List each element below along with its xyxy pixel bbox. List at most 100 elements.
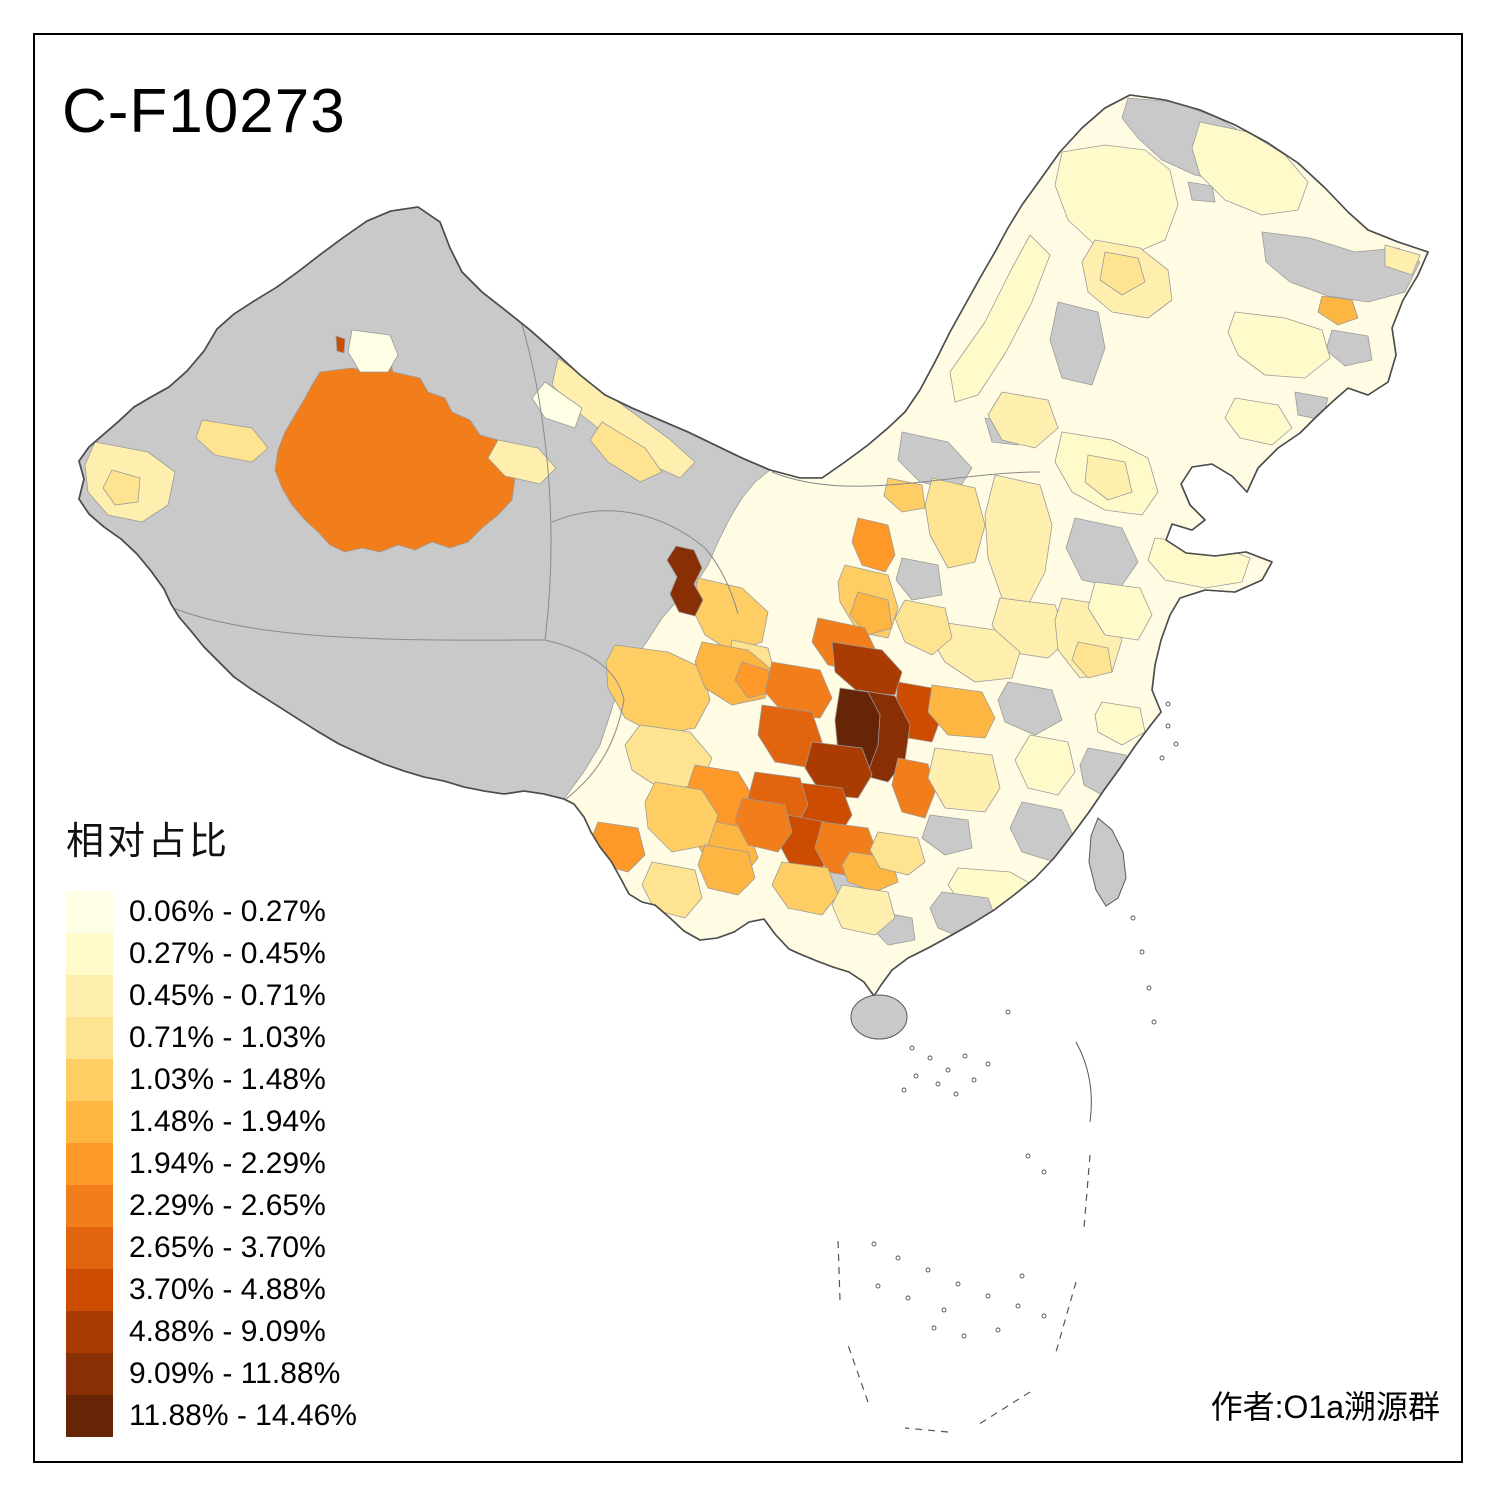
legend-swatch bbox=[66, 1395, 113, 1437]
prefecture-region bbox=[927, 684, 996, 739]
prefecture-region bbox=[1191, 121, 1309, 216]
province-border-line bbox=[167, 605, 546, 641]
province-border-line bbox=[551, 510, 739, 615]
prefecture-region bbox=[697, 844, 756, 896]
prefecture-region bbox=[1084, 454, 1133, 501]
legend-swatch bbox=[66, 1017, 113, 1059]
island-speck bbox=[1173, 741, 1179, 747]
prefecture-region bbox=[1014, 734, 1076, 796]
sea-boundary-line bbox=[837, 1239, 841, 1301]
legend-swatch bbox=[66, 1143, 113, 1185]
prefecture-region bbox=[734, 797, 793, 853]
island-speck bbox=[1139, 949, 1145, 955]
legend-label: 1.03% - 1.48% bbox=[129, 1063, 326, 1096]
prefecture-region bbox=[849, 591, 893, 636]
prefecture-region bbox=[102, 469, 141, 506]
legend-row: 9.09% - 11.88% bbox=[66, 1353, 357, 1395]
islands bbox=[850, 701, 1179, 1339]
legend-swatch bbox=[66, 933, 113, 975]
prefecture-region bbox=[274, 359, 516, 553]
island-speck bbox=[1165, 701, 1171, 707]
legend-row: 11.88% - 14.46% bbox=[66, 1395, 357, 1437]
legend-label: 9.09% - 11.88% bbox=[129, 1357, 341, 1390]
prefecture-region bbox=[1317, 295, 1359, 326]
island-speck bbox=[941, 1307, 947, 1313]
island-speck bbox=[1005, 1009, 1011, 1015]
prefecture-region bbox=[1224, 397, 1293, 446]
island-speck bbox=[1151, 1019, 1157, 1025]
prefecture-region bbox=[804, 741, 873, 799]
prefecture-region bbox=[1087, 581, 1153, 641]
prefecture-region bbox=[734, 661, 773, 699]
prefecture-region bbox=[883, 477, 926, 513]
legend-row: 1.03% - 1.48% bbox=[66, 1059, 357, 1101]
island-speck bbox=[985, 1061, 991, 1067]
legend-swatch bbox=[66, 1101, 113, 1143]
island-speck bbox=[1041, 1313, 1047, 1319]
prefecture-region bbox=[894, 599, 953, 656]
prefecture-region bbox=[949, 234, 1051, 403]
prefecture-region bbox=[997, 681, 1063, 736]
island-speck bbox=[1041, 1169, 1047, 1175]
legend-swatch bbox=[66, 1269, 113, 1311]
prefecture-region bbox=[924, 477, 986, 569]
legend-swatch bbox=[66, 1059, 113, 1101]
legend-label: 1.94% - 2.29% bbox=[129, 1147, 326, 1180]
legend-label: 4.88% - 9.09% bbox=[129, 1315, 326, 1348]
prefecture-region bbox=[1227, 311, 1331, 379]
prefecture-region bbox=[831, 884, 896, 936]
prefecture-region bbox=[1261, 231, 1421, 303]
legend-row: 3.70% - 4.88% bbox=[66, 1269, 357, 1311]
island-speck bbox=[945, 1067, 951, 1073]
choropleth-regions bbox=[84, 95, 1428, 996]
legend-label: 11.88% - 14.46% bbox=[129, 1399, 357, 1432]
prefecture-region bbox=[1187, 181, 1216, 203]
island-speck bbox=[895, 1255, 901, 1261]
legend-swatch bbox=[66, 975, 113, 1017]
island-speck bbox=[1159, 755, 1165, 761]
attribution-text: 作者:O1a溯源群 bbox=[1210, 1389, 1440, 1425]
legend-swatch bbox=[66, 1185, 113, 1227]
legend-label: 0.27% - 0.45% bbox=[129, 937, 326, 970]
province-border-line bbox=[544, 639, 625, 800]
province-border-line bbox=[519, 317, 552, 641]
island-speck bbox=[1165, 723, 1171, 729]
legend-label: 0.06% - 0.27% bbox=[129, 895, 326, 928]
island-speck bbox=[935, 1081, 941, 1087]
province-border-line bbox=[771, 471, 1041, 487]
legend-row: 1.94% - 2.29% bbox=[66, 1143, 357, 1185]
prefecture-region bbox=[869, 831, 926, 876]
island-speck bbox=[995, 1327, 1001, 1333]
plot-frame bbox=[33, 33, 1463, 1463]
island-speck bbox=[925, 1267, 931, 1273]
legend-row: 4.88% - 9.09% bbox=[66, 1311, 357, 1353]
legend-row: 0.71% - 1.03% bbox=[66, 1017, 357, 1059]
taiwan-island bbox=[1088, 817, 1127, 907]
prefecture-region bbox=[895, 557, 943, 601]
legend-swatch bbox=[66, 1311, 113, 1353]
island-speck bbox=[961, 1333, 967, 1339]
legend-label: 2.29% - 2.65% bbox=[129, 1189, 326, 1222]
legend-row: 1.48% - 1.94% bbox=[66, 1101, 357, 1143]
sea-boundary-line bbox=[847, 1344, 869, 1403]
island-speck bbox=[927, 1055, 933, 1061]
prefecture-region bbox=[666, 545, 704, 617]
legend-row: 2.65% - 3.70% bbox=[66, 1227, 357, 1269]
island-speck bbox=[931, 1325, 937, 1331]
legend-label: 2.65% - 3.70% bbox=[129, 1231, 326, 1264]
prefecture-region bbox=[335, 335, 346, 354]
plot-title: C-F10273 bbox=[62, 77, 346, 146]
prefecture-region bbox=[1054, 144, 1179, 256]
prefecture-region bbox=[991, 597, 1069, 659]
island-speck bbox=[909, 1045, 915, 1051]
prefecture-region bbox=[921, 814, 973, 856]
legend-label: 0.71% - 1.03% bbox=[129, 1021, 326, 1054]
prefecture-region bbox=[851, 517, 896, 573]
legend-label: 3.70% - 4.88% bbox=[129, 1273, 326, 1306]
legend-row: 0.06% - 0.27% bbox=[66, 891, 357, 933]
legend-row: 2.29% - 2.65% bbox=[66, 1185, 357, 1227]
prefecture-region bbox=[987, 391, 1059, 449]
island-speck bbox=[875, 1283, 881, 1289]
legend-row: 0.45% - 0.71% bbox=[66, 975, 357, 1017]
legend-title: 相对占比 bbox=[66, 821, 231, 863]
